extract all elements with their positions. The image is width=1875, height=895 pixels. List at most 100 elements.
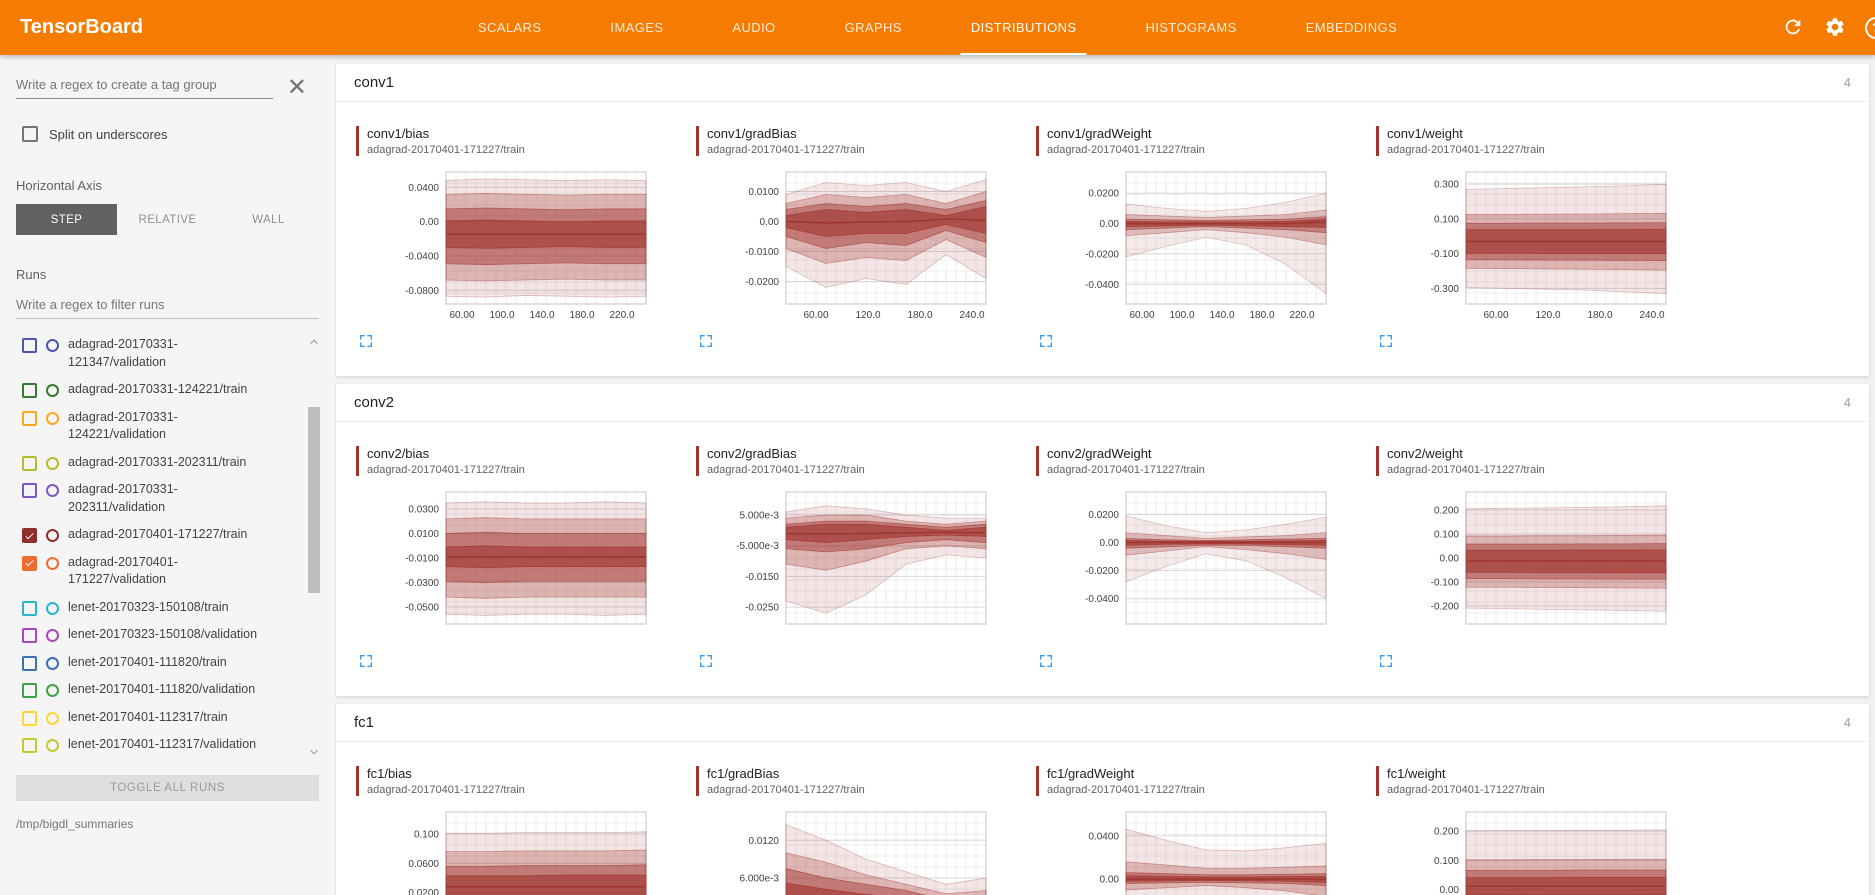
run-visibility-circle[interactable] — [46, 656, 59, 670]
tab-distributions[interactable]: DISTRIBUTIONS — [960, 0, 1087, 55]
run-visibility-circle[interactable] — [46, 384, 59, 397]
run-checkbox[interactable] — [22, 383, 37, 398]
expand-chart-button[interactable] — [1378, 653, 1394, 672]
run-item[interactable]: lenet-20170323-150108/train — [22, 594, 295, 622]
chart-plot-area[interactable]: 0.0200 0.00 -0.0200 -0.0400 — [1036, 488, 1376, 645]
close-icon[interactable]: ✕ — [286, 74, 307, 101]
run-visibility-circle[interactable] — [46, 456, 59, 470]
tag-regex-input[interactable] — [16, 71, 273, 99]
run-visibility-circle[interactable] — [46, 629, 59, 642]
chart-run-name: adagrad-20170401-171227/train — [367, 144, 525, 156]
help-icon[interactable]: ? — [1865, 16, 1875, 39]
axis-relative-button[interactable]: RELATIVE — [117, 204, 218, 235]
run-label: adagrad-20170401-171227/validation — [68, 554, 178, 587]
run-visibility-circle[interactable] — [46, 739, 59, 752]
tag-section-header[interactable]: fc1 4 — [336, 704, 1869, 742]
chart-plot-area[interactable]: 0.300 0.100 -0.100 -0.300 60.00 120.0 180.0 240… — [1376, 168, 1716, 325]
run-checkbox[interactable] — [22, 710, 37, 726]
run-item[interactable]: adagrad-20170331-124221/train — [22, 376, 295, 404]
axis-step-button[interactable]: STEP — [16, 204, 117, 235]
run-checkbox[interactable] — [22, 600, 37, 616]
toggle-all-runs-button[interactable]: TOGGLE ALL RUNS — [16, 775, 319, 801]
tab-embeddings[interactable]: EMBEDDINGS — [1305, 20, 1398, 35]
run-checkbox[interactable] — [22, 628, 37, 643]
refresh-button[interactable] — [1781, 16, 1805, 40]
svg-text:60.00: 60.00 — [1129, 310, 1154, 320]
run-item[interactable]: lenet-20170401-112317/validation — [22, 731, 295, 759]
scrollbar-thumb[interactable] — [308, 407, 320, 593]
run-label: adagrad-20170331-121347/validation — [68, 337, 178, 369]
split-underscores-checkbox[interactable] — [22, 126, 38, 142]
tab-graphs[interactable]: GRAPHS — [844, 20, 902, 35]
expand-chart-button[interactable] — [358, 333, 374, 352]
expand-chart-button[interactable] — [1038, 333, 1054, 352]
tab-audio[interactable]: AUDIO — [732, 20, 776, 35]
run-checkbox[interactable] — [22, 655, 37, 671]
tag-section: fc1 4 fc1/bias adagrad-20170401-171227/t… — [336, 704, 1869, 895]
tag-section-header[interactable]: conv2 4 — [336, 384, 1869, 422]
axis-wall-button[interactable]: WALL — [218, 204, 319, 235]
tag-section: conv1 4 conv1/bias adagrad-20170401-1712… — [336, 64, 1869, 376]
run-visibility-circle[interactable] — [46, 711, 59, 725]
run-item[interactable]: adagrad-20170401-171227/validation — [22, 549, 295, 594]
scroll-down-icon[interactable] — [307, 745, 321, 759]
chart-plot-area[interactable]: 0.0100 0.00 -0.0100 -0.0200 60.00 120.0 180.0 2… — [696, 168, 1036, 325]
run-checkbox[interactable] — [22, 738, 37, 753]
expand-chart-button[interactable] — [698, 333, 714, 352]
chart-title: conv2/gradWeight — [1047, 446, 1152, 461]
runs-regex-input[interactable] — [16, 291, 319, 319]
tab-scalars[interactable]: SCALARS — [477, 20, 542, 35]
tab-images[interactable]: IMAGES — [610, 20, 664, 35]
runs-scrollbar[interactable] — [307, 335, 321, 759]
run-item[interactable]: adagrad-20170331-121347/validation — [22, 331, 295, 376]
run-label: lenet-20170401-111820/validation — [68, 682, 256, 696]
chart-plot-area[interactable]: 0.0300 0.0100 -0.0100 -0.0300 -0.0500 — [356, 488, 696, 645]
chart-plot-area[interactable]: 0.200 0.100 0.00 -0.100 -0.200 — [1376, 488, 1716, 645]
run-visibility-circle[interactable] — [46, 411, 59, 425]
split-underscores-row[interactable]: Split on underscores — [22, 126, 319, 142]
run-item[interactable]: adagrad-20170331-202311/validation — [22, 476, 295, 521]
run-visibility-circle[interactable] — [46, 684, 59, 697]
sections: conv1 4 conv1/bias adagrad-20170401-1712… — [336, 64, 1869, 895]
run-visibility-circle[interactable] — [46, 484, 59, 497]
run-visibility-circle[interactable] — [46, 529, 59, 542]
run-item[interactable]: lenet-20170323-150108/validation — [22, 621, 295, 649]
chart-head: conv2/gradWeight adagrad-20170401-171227… — [1036, 446, 1376, 476]
tag-section-header[interactable]: conv1 4 — [336, 64, 1869, 102]
run-checkbox[interactable] — [22, 683, 37, 698]
expand-chart-button[interactable] — [698, 653, 714, 672]
run-item[interactable]: adagrad-20170401-171227/train — [22, 521, 295, 549]
chart-plot-area[interactable]: 5.000e-3 -5.000e-3 -0.0150 -0.0250 — [696, 488, 1036, 645]
run-item[interactable]: lenet-20170401-112317/train — [22, 704, 295, 732]
run-color-marker — [1036, 126, 1039, 156]
run-item[interactable]: adagrad-20170331-124221/validation — [22, 404, 295, 449]
scroll-up-icon[interactable] — [307, 335, 321, 349]
tab-histograms[interactable]: HISTOGRAMS — [1145, 20, 1237, 35]
svg-text:0.00: 0.00 — [1440, 885, 1460, 895]
expand-chart-button[interactable] — [358, 653, 374, 672]
run-visibility-circle[interactable] — [46, 601, 59, 615]
run-checkbox[interactable] — [22, 338, 37, 353]
run-checkbox[interactable] — [22, 555, 37, 571]
chart-head: conv1/weight adagrad-20170401-171227/tra… — [1376, 126, 1716, 156]
run-item[interactable]: lenet-20170401-111820/validation — [22, 676, 295, 704]
run-checkbox[interactable] — [22, 455, 37, 471]
chart-head: conv1/gradWeight adagrad-20170401-171227… — [1036, 126, 1376, 156]
run-visibility-circle[interactable] — [46, 339, 59, 352]
settings-button[interactable] — [1823, 16, 1847, 40]
expand-chart-button[interactable] — [1038, 653, 1054, 672]
run-label: adagrad-20170331-202311/train — [68, 454, 247, 469]
chart-plot-area[interactable]: 0.0400 0.00 -0.0400 -0.0800 60.00 100.0 140.0 1… — [356, 168, 696, 325]
run-item[interactable]: adagrad-20170331-202311/train — [22, 449, 295, 477]
chart-plot-area[interactable]: 0.0200 0.00 -0.0200 -0.0400 60.00 100.0 140.0 1… — [1036, 168, 1376, 325]
run-checkbox[interactable] — [22, 528, 37, 543]
expand-chart-button[interactable] — [1378, 333, 1394, 352]
run-checkbox[interactable] — [22, 483, 37, 498]
run-visibility-circle[interactable] — [46, 556, 59, 570]
run-item[interactable]: lenet-20170401-111820/train — [22, 649, 295, 677]
run-checkbox[interactable] — [22, 410, 37, 426]
